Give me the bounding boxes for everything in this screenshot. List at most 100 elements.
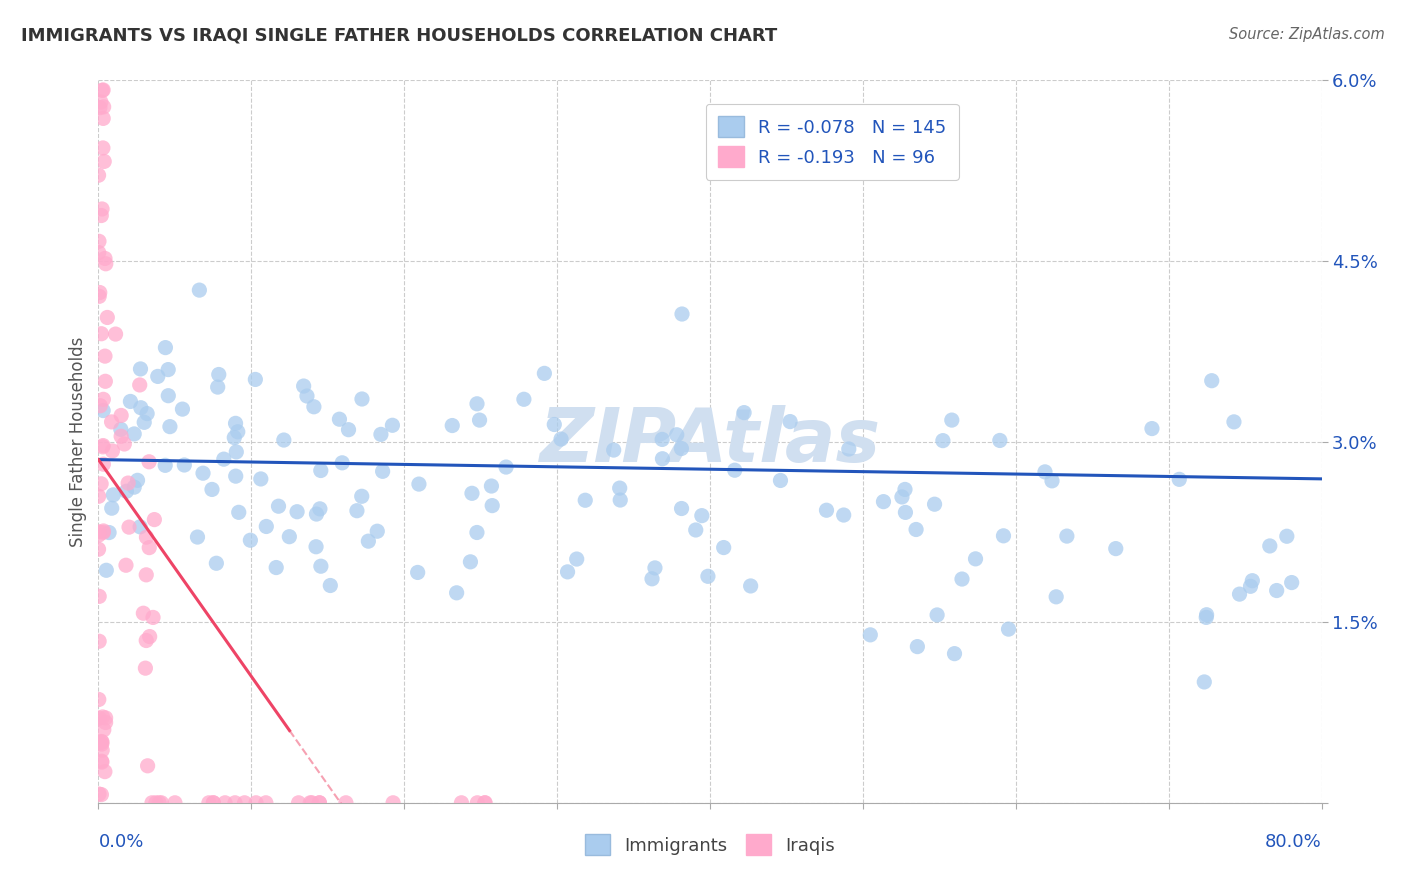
Point <box>91 112 114 126</box>
Point <box>90 755 112 769</box>
Point <box>163 796 186 810</box>
Point <box>690 508 713 523</box>
Point <box>337 423 360 437</box>
Point <box>91 525 114 540</box>
Point <box>104 327 127 342</box>
Point <box>305 507 328 521</box>
Point <box>335 796 357 810</box>
Point <box>460 555 482 569</box>
Point <box>224 431 246 445</box>
Point <box>87 542 110 557</box>
Point <box>225 445 247 459</box>
Point <box>1033 465 1056 479</box>
Point <box>1241 574 1264 588</box>
Point <box>713 541 735 555</box>
Point <box>309 559 332 574</box>
Point <box>93 723 115 737</box>
Point <box>832 508 855 522</box>
Point <box>941 413 963 427</box>
Point <box>366 524 388 539</box>
Point <box>779 415 801 429</box>
Point <box>299 796 322 810</box>
Point <box>135 633 157 648</box>
Point <box>110 429 132 443</box>
Point <box>1195 610 1218 624</box>
Point <box>224 796 246 810</box>
Point <box>129 401 152 415</box>
Point <box>254 519 277 533</box>
Point <box>465 525 488 540</box>
Point <box>533 367 555 381</box>
Point <box>89 289 111 303</box>
Point <box>495 460 517 475</box>
Point <box>91 439 114 453</box>
Point <box>267 500 290 514</box>
Point <box>872 494 894 508</box>
Point <box>91 392 114 407</box>
Point <box>91 141 114 155</box>
Point <box>87 524 110 539</box>
Point <box>685 523 707 537</box>
Point <box>644 561 666 575</box>
Point <box>201 483 224 497</box>
Point <box>91 202 114 216</box>
Point <box>122 426 145 441</box>
Point <box>90 754 112 768</box>
Point <box>543 417 565 432</box>
Point <box>91 83 114 97</box>
Point <box>894 483 917 497</box>
Point <box>474 796 496 810</box>
Point <box>135 530 157 544</box>
Point <box>87 235 110 249</box>
Point <box>146 369 169 384</box>
Point <box>134 415 156 429</box>
Point <box>950 572 973 586</box>
Point <box>143 512 166 526</box>
Point <box>91 743 114 757</box>
Point <box>1239 579 1261 593</box>
Point <box>671 307 693 321</box>
Point <box>145 796 167 810</box>
Point <box>141 796 163 810</box>
Point <box>932 434 955 448</box>
Point <box>186 530 208 544</box>
Point <box>87 168 110 182</box>
Point <box>465 397 488 411</box>
Point <box>148 796 170 810</box>
Point <box>250 472 273 486</box>
Point <box>481 479 503 493</box>
Point <box>91 440 114 454</box>
Point <box>100 501 122 516</box>
Point <box>308 796 330 810</box>
Point <box>309 463 332 477</box>
Point <box>89 590 111 604</box>
Point <box>1040 474 1063 488</box>
Point <box>135 567 157 582</box>
Point <box>91 457 114 471</box>
Point <box>91 710 114 724</box>
Point <box>1056 529 1078 543</box>
Point <box>550 432 572 446</box>
Point <box>87 245 110 260</box>
Point <box>468 413 491 427</box>
Point <box>117 476 139 491</box>
Point <box>295 389 318 403</box>
Point <box>87 787 110 801</box>
Point <box>239 533 262 548</box>
Point <box>905 640 928 654</box>
Point <box>136 407 159 421</box>
Point <box>87 528 110 542</box>
Point <box>465 796 488 810</box>
Point <box>94 715 117 730</box>
Point <box>769 474 792 488</box>
Point <box>128 378 150 392</box>
Point <box>87 692 110 706</box>
Point <box>1223 415 1246 429</box>
Point <box>609 481 631 495</box>
Point <box>697 569 720 583</box>
Point <box>1229 587 1251 601</box>
Point <box>264 560 287 574</box>
Point <box>226 425 249 439</box>
Point <box>1201 374 1223 388</box>
Point <box>574 493 596 508</box>
